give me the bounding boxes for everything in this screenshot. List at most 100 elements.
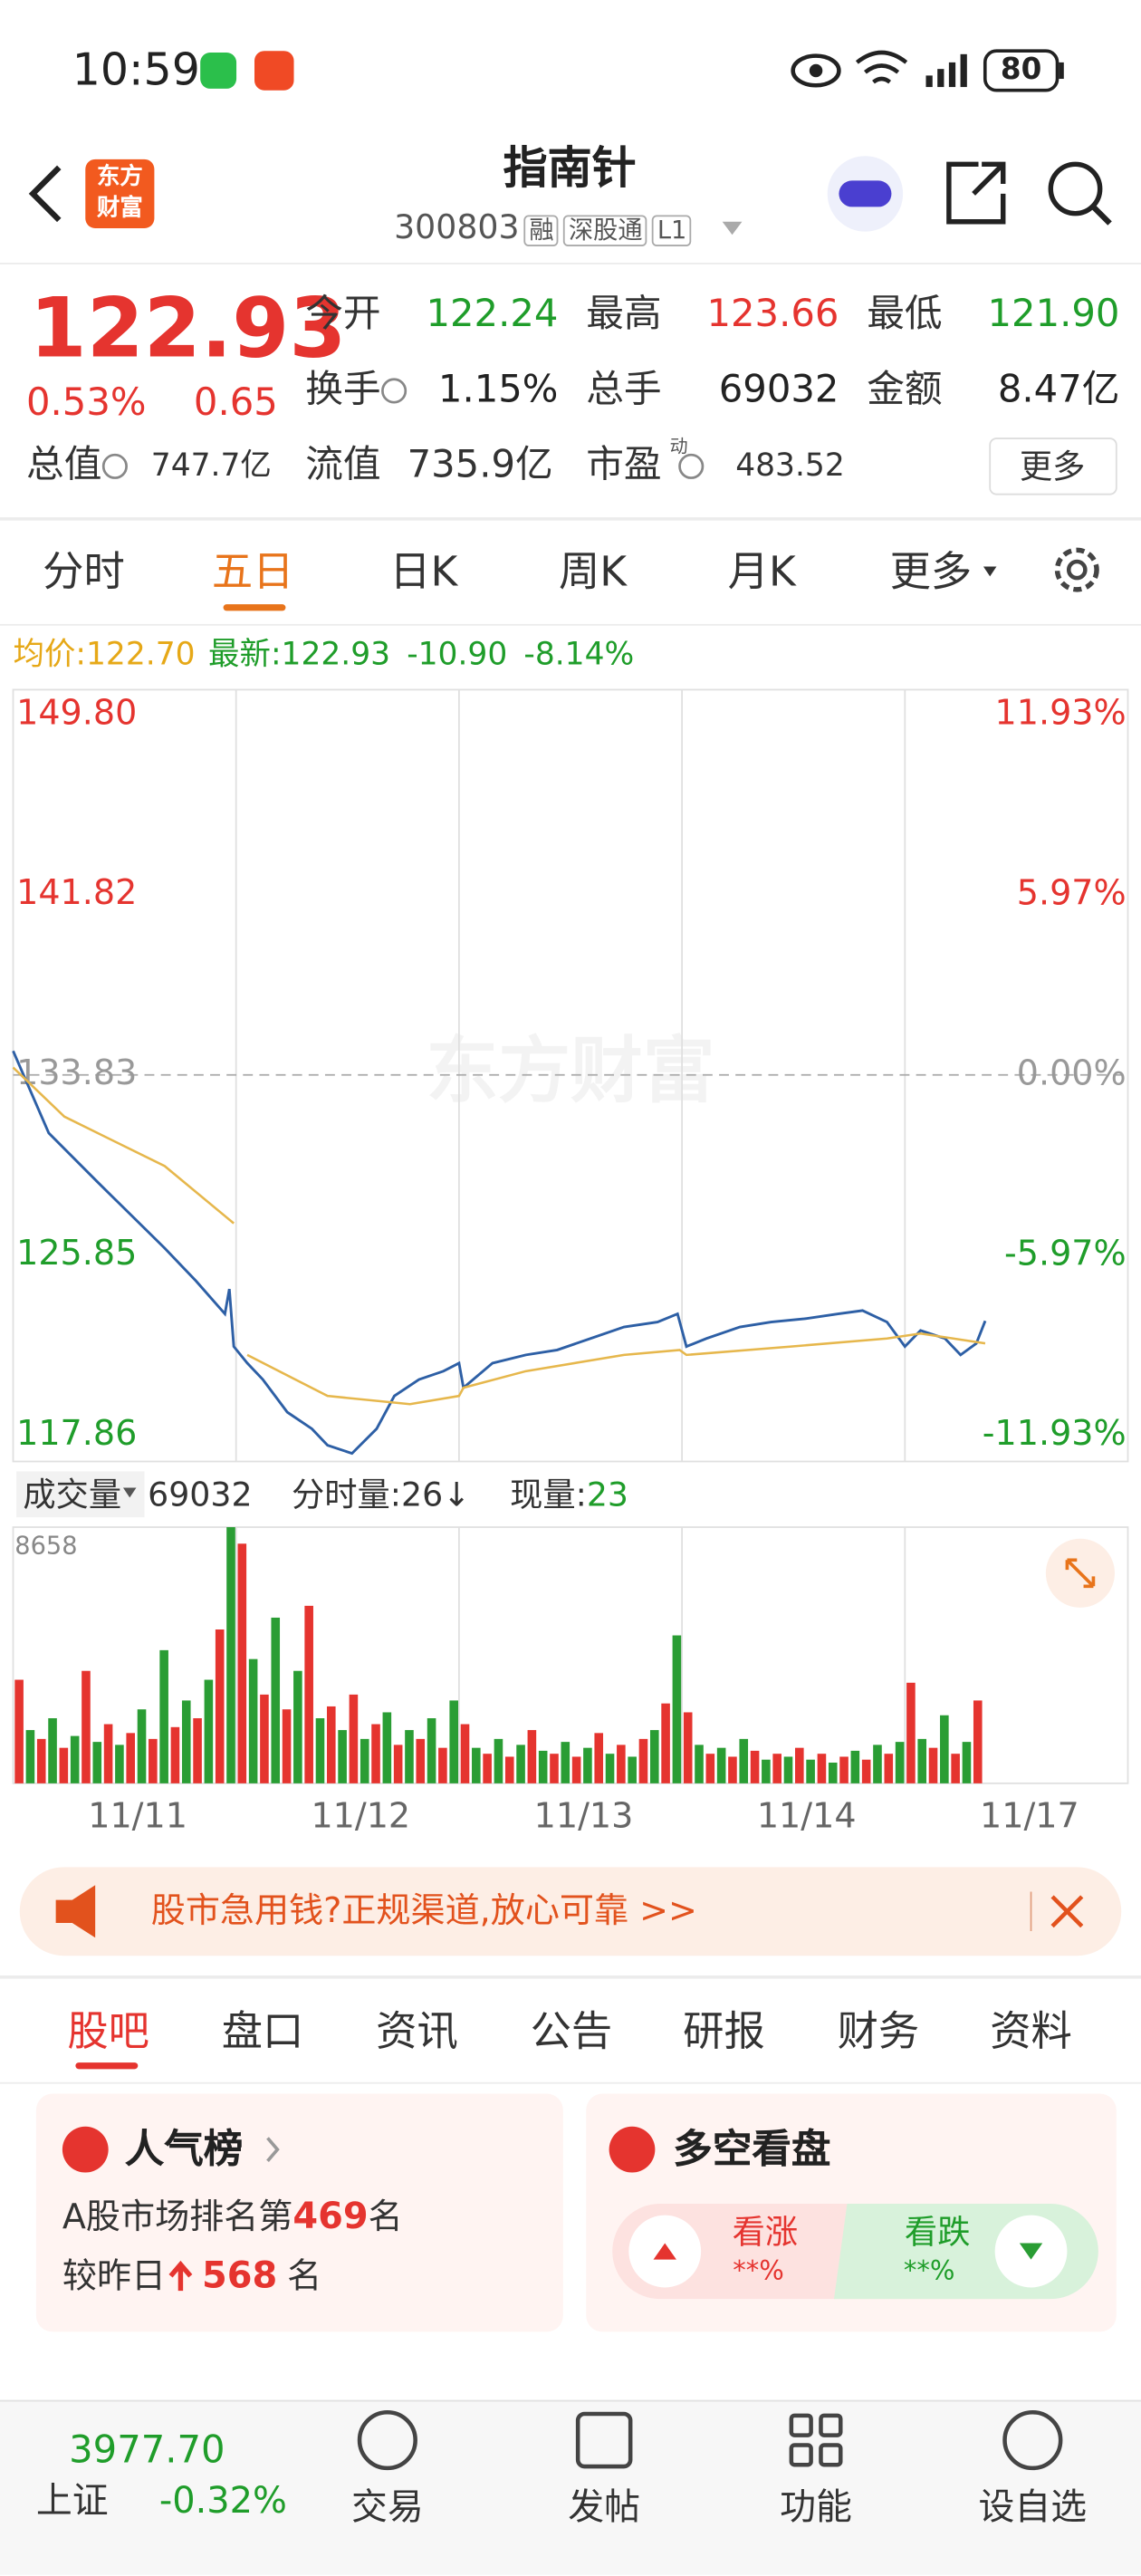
volume-bar (204, 1679, 214, 1783)
share-icon[interactable] (946, 161, 1006, 225)
plot-frame (12, 688, 1129, 1463)
volume-total: 69032 (148, 1475, 253, 1514)
taobao-icon (254, 51, 294, 91)
rank-change-line: 较昨日 568 名 (62, 2255, 322, 2296)
content-tab[interactable]: 研报 (683, 2007, 765, 2055)
volume-bar (571, 1756, 581, 1783)
watchlist-icon[interactable] (1002, 2409, 1063, 2471)
period-tab[interactable]: 月K (727, 547, 796, 596)
volume-bar (772, 1754, 781, 1783)
function-icon[interactable] (789, 2413, 843, 2467)
volume-bar (550, 1754, 559, 1783)
stock-tag: 深股通 (563, 215, 648, 246)
y-tick-label: 133.83 (16, 1053, 137, 1092)
x-tick-label: 11/17 (980, 1795, 1079, 1835)
volume-bar (427, 1717, 436, 1783)
logo-bg (85, 159, 155, 229)
content-tab[interactable]: 财务 (837, 2007, 920, 2055)
volume-selector[interactable] (16, 1471, 145, 1518)
more-button[interactable] (989, 437, 1117, 495)
volume-bar (82, 1670, 91, 1783)
field-label: 流值 (305, 444, 381, 487)
volume-bar (906, 1682, 916, 1783)
volume-bar (159, 1649, 168, 1783)
info-icon (101, 453, 128, 479)
banner-bg[interactable] (19, 1867, 1122, 1956)
field-value: 69032 (718, 369, 839, 412)
field-label: 换手 (305, 369, 381, 412)
popularity-card[interactable] (35, 2093, 563, 2332)
volume-bar (472, 1747, 481, 1783)
avg-value: 122.70 (86, 636, 196, 673)
field-value: 123.66 (706, 293, 839, 336)
index-value[interactable]: 3977.70 (69, 2429, 225, 2473)
volume-bar (638, 1738, 648, 1783)
period-tab[interactable]: 五日 (211, 547, 294, 596)
change-unit: 名 (287, 2255, 322, 2296)
volume-bar (561, 1742, 570, 1783)
nav-label[interactable]: 功能 (780, 2487, 852, 2529)
volume-bar (527, 1730, 537, 1783)
nav-label[interactable]: 发帖 (568, 2487, 641, 2529)
logo-text: 东方 (96, 164, 143, 191)
last-price: 122.93 (29, 281, 347, 377)
robot-face (839, 180, 892, 207)
volume-bar (728, 1756, 737, 1783)
nav-label[interactable]: 设自选 (978, 2487, 1088, 2529)
field-value: 122.24 (426, 293, 559, 336)
period-tab[interactable]: 日K (389, 547, 458, 596)
volume-bar (416, 1738, 426, 1783)
field-label: 总值 (26, 444, 102, 487)
nav-label[interactable]: 交易 (350, 2487, 424, 2529)
field-label: 最高 (586, 293, 662, 336)
wechat-icon (200, 53, 237, 89)
volume-bar (371, 1724, 380, 1783)
volume-bar (226, 1527, 235, 1783)
post-icon[interactable] (575, 2411, 633, 2469)
volume-bar (594, 1733, 604, 1783)
more-button-label[interactable]: 更多 (1019, 447, 1086, 486)
change-pct-value: -8.14% (523, 636, 635, 673)
price-line (12, 1066, 986, 1406)
field-value: 121.90 (987, 293, 1120, 336)
change-value: -10.90 (407, 636, 508, 673)
eye-icon (791, 53, 841, 88)
volume-bar (393, 1745, 403, 1783)
bull-triangle (653, 2243, 676, 2260)
bull-label: 看涨 (732, 2212, 799, 2252)
volume-bar (605, 1754, 615, 1783)
divider (0, 623, 1141, 626)
stock-tag: 融 (523, 215, 560, 246)
period-tab[interactable]: 分时 (43, 547, 125, 596)
tab-underline (223, 604, 286, 611)
volume-bar (126, 1733, 136, 1783)
back-icon[interactable] (28, 165, 62, 223)
volume-bar (516, 1745, 525, 1783)
card-title: 多空看盘 (673, 2126, 831, 2173)
period-tab[interactable]: 周K (558, 547, 628, 596)
divider (0, 1975, 1141, 1979)
index-change[interactable]: -0.32% (158, 2481, 287, 2523)
volume-bar (260, 1694, 269, 1783)
search-icon[interactable] (1048, 161, 1103, 216)
tag-dropdown (722, 221, 743, 235)
bear-label: 看跌 (904, 2212, 971, 2252)
battery-tip (1059, 62, 1064, 80)
settings-icon[interactable] (1054, 547, 1099, 592)
content-tab[interactable]: 公告 (530, 2007, 613, 2055)
trade-icon[interactable] (357, 2409, 417, 2471)
content-tab[interactable]: 盘口 (221, 2007, 304, 2055)
period-tab[interactable]: 更多 (889, 547, 973, 596)
content-tab[interactable]: 资讯 (376, 2007, 458, 2055)
volume-bar (149, 1738, 158, 1783)
content-tab[interactable]: 股吧 (67, 2007, 149, 2055)
volume-bar (193, 1717, 202, 1783)
banner-close[interactable] (1050, 1895, 1084, 1928)
divider (0, 517, 1141, 521)
index-name[interactable]: 上证 (35, 2481, 109, 2523)
content-tab[interactable]: 资料 (990, 2007, 1072, 2055)
rank-value: 469 (292, 2196, 369, 2239)
banner-text[interactable]: 股市急用钱?正规渠道,放心可靠 >> (150, 1890, 697, 1931)
